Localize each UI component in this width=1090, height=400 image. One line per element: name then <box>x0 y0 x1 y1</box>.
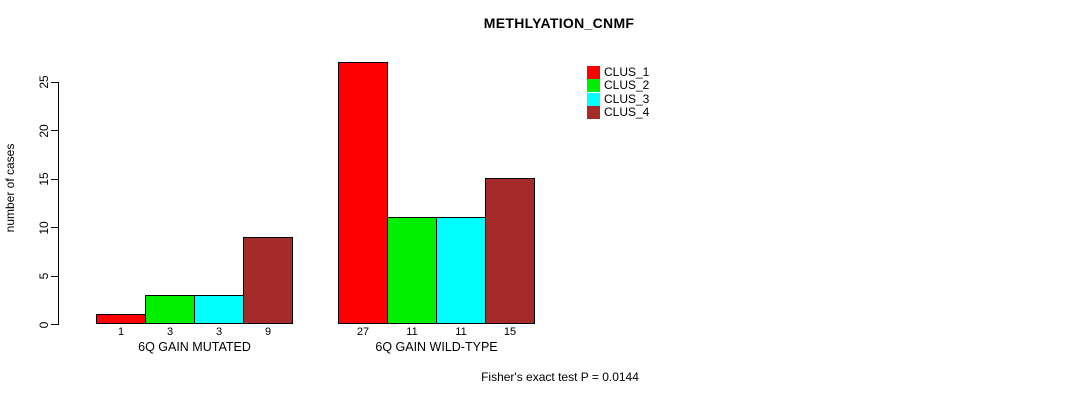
x-group-label: 6Q GAIN WILD-TYPE <box>375 340 498 354</box>
legend-swatch-clus_3 <box>587 92 600 106</box>
y-tick-mark <box>51 178 58 180</box>
bar-clus_4-group1 <box>243 237 293 324</box>
legend-label: CLUS_4 <box>604 105 650 120</box>
bar-value-label: 15 <box>503 326 517 338</box>
legend-label: CLUS_3 <box>604 91 650 106</box>
y-tick-label: 25 <box>37 75 51 89</box>
legend-item-clus_2: CLUS_2 <box>587 78 650 93</box>
bar-clus_2-group1 <box>145 295 195 324</box>
bar-clus_4-group2 <box>485 178 535 324</box>
bar-clus_2-group2 <box>387 217 437 324</box>
bar-value-label: 9 <box>264 326 272 338</box>
bar-value-label: 3 <box>215 326 223 338</box>
y-tick-label: 5 <box>37 272 51 280</box>
bar-clus_3-group1 <box>194 295 244 324</box>
y-tick-label: 15 <box>37 172 51 186</box>
bar-clus_1-group1 <box>96 314 146 324</box>
legend-swatch-clus_1 <box>587 66 600 79</box>
annotation-text: Fisher's exact test P = 0.0144 <box>481 370 639 384</box>
y-tick-mark <box>51 130 58 132</box>
y-tick-mark <box>51 324 58 326</box>
legend-item-clus_3: CLUS_3 <box>587 91 650 106</box>
bar-value-label: 27 <box>356 326 370 338</box>
legend: CLUS_1 CLUS_2 CLUS_3 CLUS_4 <box>587 66 649 120</box>
bar-clus_3-group2 <box>436 217 486 324</box>
y-axis-label: number of cases <box>3 143 17 233</box>
bar-clus_1-group2 <box>338 62 388 324</box>
legend-swatch-clus_2 <box>587 79 600 93</box>
y-tick-label: 0 <box>37 321 51 328</box>
y-tick-mark <box>51 81 58 83</box>
bar-value-label: 11 <box>406 326 418 338</box>
bar-value-label: 3 <box>166 326 174 338</box>
legend-label: CLUS_2 <box>604 78 650 93</box>
x-group-label: 6Q GAIN MUTATED <box>138 340 251 354</box>
bar-value-label: 1 <box>117 326 125 338</box>
chart-title: METHLYATION_CNMF <box>483 15 635 31</box>
bar-value-label: 11 <box>455 326 467 338</box>
y-tick-mark <box>51 275 58 277</box>
legend-label: CLUS_1 <box>604 65 650 79</box>
legend-item-clus_1: CLUS_1 <box>587 66 649 79</box>
y-tick-label: 10 <box>37 220 51 235</box>
y-tick-label: 20 <box>37 123 51 138</box>
y-tick-mark <box>51 227 58 229</box>
y-axis-line <box>58 81 60 325</box>
legend-swatch-clus_4 <box>587 106 600 120</box>
legend-item-clus_4: CLUS_4 <box>587 105 650 120</box>
